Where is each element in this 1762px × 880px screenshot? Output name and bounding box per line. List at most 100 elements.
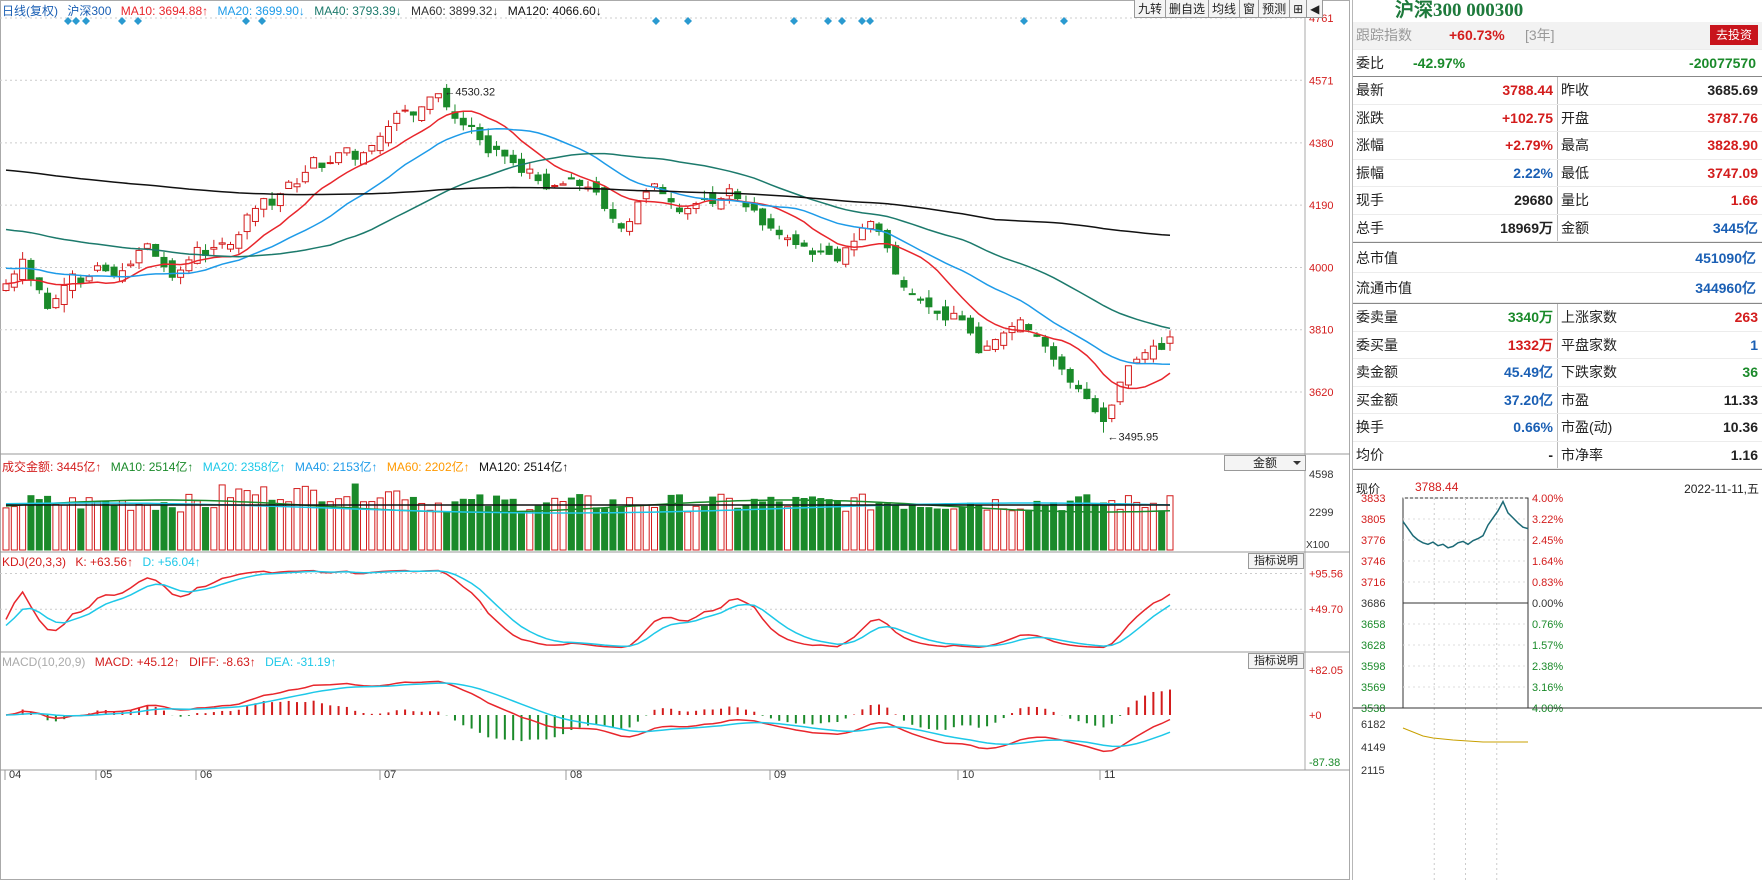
quote-label: 最高	[1561, 137, 1589, 153]
kline-chart-area[interactable]: 4761 4571 4380 4190 4000 3810 3620 04 05 06 07 08 09…	[0, 0, 1350, 880]
quote-value: 29680	[1514, 192, 1553, 208]
price-tick-label: 4190	[1309, 200, 1333, 212]
event-marker-icon	[82, 17, 90, 25]
volume-bar	[526, 509, 534, 551]
remove-watchlist-button[interactable]: 删自选	[1165, 0, 1210, 18]
candle-body	[551, 184, 559, 187]
forecast-button[interactable]: 预测	[1258, 0, 1291, 18]
kdj-help-button[interactable]: 指标说明	[1248, 553, 1304, 569]
quote-cell: 金额 3445亿	[1558, 215, 1762, 242]
time-tick-label: 07	[384, 769, 396, 781]
quote-row: 买金额 37.20亿 市盈 11.33	[1353, 386, 1762, 414]
invest-button[interactable]: 去投资	[1709, 25, 1758, 45]
volume-bar	[218, 484, 226, 551]
volume-bar	[792, 496, 800, 551]
intraday-pct-tick: 2.45%	[1532, 535, 1563, 547]
volume-bar	[551, 497, 559, 551]
quote-label: 金额	[1561, 219, 1589, 236]
macd-label: MACD(10,20,9)	[2, 655, 86, 669]
candle-body	[326, 162, 334, 165]
volume-bar	[867, 509, 875, 551]
volume-bar	[368, 501, 376, 551]
volume-bar	[850, 497, 858, 551]
ma40-line	[5, 152, 1171, 330]
high-marker: ←4530.32	[444, 87, 495, 99]
candle-body	[892, 245, 900, 275]
candle-body	[626, 221, 634, 232]
quote-cell: 昨收 3685.69	[1558, 77, 1762, 104]
market-cap-value: 451090亿	[1695, 250, 1756, 266]
quote-row: 涨幅 +2.79% 最高 3828.90	[1353, 132, 1762, 160]
candle-body	[617, 223, 625, 229]
quote-row: 均价 - 市净率 1.16	[1353, 441, 1762, 469]
collapse-icon[interactable]: ◀	[1306, 0, 1324, 18]
kdj-k-label: K: +63.56↑	[75, 555, 134, 569]
quote-title: 沪深300 000300	[1395, 0, 1524, 21]
quote-cell: 换手 0.66%	[1353, 414, 1558, 441]
candle-body	[1149, 345, 1157, 360]
quote-value: 3340万	[1507, 309, 1553, 325]
jiuzhuan-button[interactable]: 九转	[1134, 0, 1167, 18]
quote-stats-bottom: 委卖量 3340万 上涨家数 263 委买量 1332万 平盘家数 1 卖金额 45.49亿 下跌家…	[1353, 304, 1762, 470]
volume-bar	[468, 499, 476, 551]
track-index-period: [3年]	[1525, 27, 1555, 43]
weibi-row: 委比 -42.97% -20077570	[1353, 50, 1762, 77]
grid-icon[interactable]: ⊞	[1289, 0, 1308, 18]
volume-bar	[584, 495, 592, 551]
price-tick-label: 4571	[1309, 75, 1333, 87]
intraday-vol-line	[1402, 727, 1528, 743]
ma20-label: MA20: 3699.90↓	[217, 4, 305, 18]
candle-body	[268, 198, 276, 206]
volume-bar	[983, 509, 991, 551]
quote-label: 最低	[1561, 164, 1589, 181]
candle-body	[958, 315, 966, 321]
volume-bar	[651, 507, 659, 551]
intraday-chart[interactable]: 现价 3788.44 2022-11-11,五 3833 4.00% 3805 3.2…	[1353, 480, 1762, 880]
low-marker: ←3495.95	[1107, 432, 1158, 444]
volume-bar	[750, 498, 758, 551]
macd-help-button[interactable]: 指标说明	[1248, 653, 1304, 669]
candle-body	[401, 109, 409, 112]
volume-bar	[127, 509, 135, 551]
event-marker-icon	[134, 17, 142, 25]
vol-ma60-label: MA60: 2202亿↑	[386, 460, 470, 474]
candle-body	[950, 312, 958, 320]
candle-body	[110, 266, 118, 277]
event-marker-icon	[258, 17, 266, 25]
candle-body	[1099, 407, 1107, 423]
quote-label: 市净率	[1561, 446, 1603, 463]
quote-label: 换手	[1356, 419, 1384, 435]
window-button[interactable]: 窗	[1239, 0, 1260, 18]
ma10-line	[5, 110, 1171, 390]
candle-body	[135, 249, 143, 264]
candle-body	[534, 174, 542, 182]
candle-body	[792, 234, 800, 245]
candle-body	[60, 284, 68, 305]
volume-type-select[interactable]: 金额	[1224, 455, 1306, 471]
quote-value: 11.33	[1723, 391, 1758, 408]
quote-value: 1.16	[1730, 446, 1758, 463]
event-marker-icon	[72, 17, 80, 25]
quote-label: 平盘家数	[1561, 336, 1617, 353]
candle-body	[734, 191, 742, 200]
ma-settings-button[interactable]: 均线	[1208, 0, 1241, 18]
volume-bar	[10, 506, 18, 551]
quote-cell: 委买量 1332万	[1353, 331, 1558, 358]
price-tick-label: 3810	[1309, 325, 1333, 337]
candle-body	[418, 106, 426, 121]
volume-bar	[875, 503, 883, 551]
volume-bar	[1016, 508, 1024, 551]
candle-body	[426, 96, 434, 110]
candle-body	[908, 293, 916, 296]
volume-bar	[709, 496, 717, 551]
volume-bar	[817, 498, 825, 551]
market-cap-value: 344960亿	[1695, 280, 1756, 296]
quote-value: 3747.09	[1707, 164, 1758, 181]
candle-body	[1033, 334, 1041, 337]
candle-body	[102, 264, 110, 272]
volume-bar	[700, 505, 708, 551]
volume-bar	[825, 499, 833, 551]
volume-bar	[559, 501, 567, 551]
volume-bar	[177, 511, 185, 551]
